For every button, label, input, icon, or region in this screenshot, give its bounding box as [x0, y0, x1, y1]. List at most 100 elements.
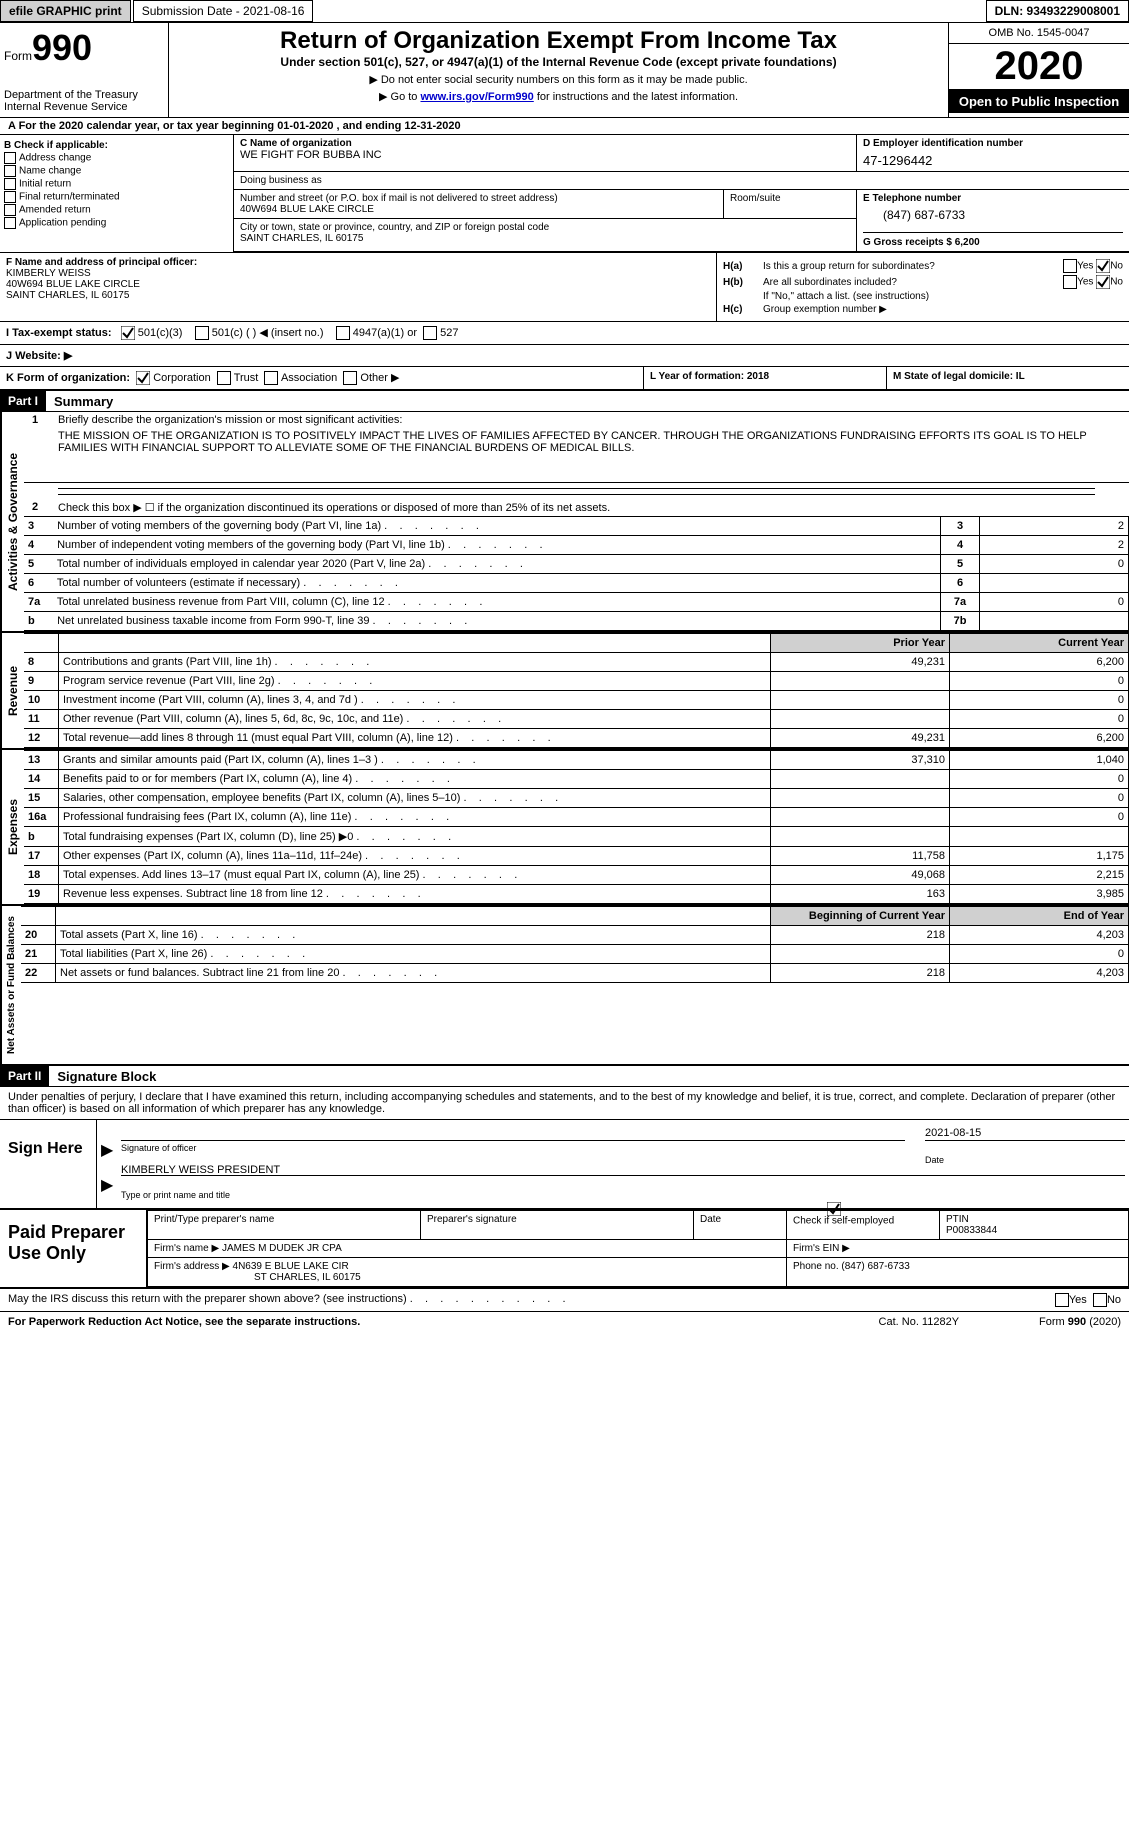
ha-yes[interactable] — [1063, 259, 1077, 273]
form-footer: Form 990 (2020) — [1039, 1316, 1121, 1328]
chk-4947[interactable] — [336, 326, 350, 340]
footer: For Paperwork Reduction Act Notice, see … — [0, 1312, 1129, 1332]
omb-number: OMB No. 1545-0047 — [949, 23, 1129, 44]
chk-self-employed-checked[interactable] — [827, 1202, 841, 1216]
ptin-cell: PTINP00833844 — [940, 1211, 1129, 1240]
chk-501c[interactable] — [195, 326, 209, 340]
room-suite: Room/suite — [724, 190, 856, 218]
prep-sig-cell: Preparer's signature — [421, 1211, 694, 1240]
efile-print-button[interactable]: efile GRAPHIC print — [0, 0, 131, 22]
form-title: Return of Organization Exempt From Incom… — [177, 27, 940, 55]
revenue-table: Prior YearCurrent Year 8Contributions an… — [24, 633, 1129, 748]
hb-yes[interactable] — [1063, 275, 1077, 289]
paid-preparer-label: Paid Preparer Use Only — [0, 1210, 147, 1287]
col-b-checkboxes: B Check if applicable: Address change Na… — [0, 135, 234, 252]
sign-here-label: Sign Here — [0, 1120, 97, 1208]
sig-date-field: 2021-08-15 Date — [925, 1140, 1125, 1165]
phone-gross-cell: E Telephone number (847) 687-6733 G Gros… — [857, 190, 1129, 251]
chk-other[interactable] — [343, 371, 357, 385]
officer-name: KIMBERLY WEISS — [6, 268, 710, 279]
firm-phone-cell: Phone no. (847) 687-6733 — [787, 1258, 1129, 1287]
table-row: 9Program service revenue (Part VIII, lin… — [24, 672, 1129, 691]
form-subtitle: Under section 501(c), 527, or 4947(a)(1)… — [177, 55, 940, 69]
chk-initial-return[interactable] — [4, 178, 16, 190]
preparer-block: Paid Preparer Use Only Print/Type prepar… — [0, 1210, 1129, 1289]
chk-address-change[interactable] — [4, 152, 16, 164]
part1-label: Part I — [0, 391, 46, 411]
form990-link[interactable]: www.irs.gov/Form990 — [420, 91, 533, 103]
org-name-cell: C Name of organization WE FIGHT FOR BUBB… — [234, 135, 857, 171]
chk-527[interactable] — [423, 326, 437, 340]
form-number: 990 — [32, 27, 92, 68]
chk-final-return[interactable] — [4, 191, 16, 203]
f-h-row: F Name and address of principal officer:… — [0, 253, 1129, 322]
table-row: 16aProfessional fundraising fees (Part I… — [24, 808, 1129, 827]
sign-here-block: Sign Here ▶ Signature of officer 2021-08… — [0, 1120, 1129, 1210]
declaration-text: Under penalties of perjury, I declare th… — [0, 1087, 1129, 1120]
tax-exempt-status: I Tax-exempt status: 501(c)(3) 501(c) ( … — [0, 322, 1129, 345]
dba-row: Doing business as — [234, 172, 1129, 190]
row-a-tax-year: A For the 2020 calendar year, or tax yea… — [0, 118, 1129, 135]
topbar: efile GRAPHIC print Submission Date - 20… — [0, 0, 1129, 23]
chk-trust[interactable] — [217, 371, 231, 385]
ha-no-checked[interactable] — [1096, 259, 1110, 273]
table-row: 12Total revenue—add lines 8 through 11 (… — [24, 729, 1129, 748]
table-row: 14Benefits paid to or for members (Part … — [24, 770, 1129, 789]
city-state-zip: SAINT CHARLES, IL 60175 — [240, 233, 850, 244]
part2-header-row: Part II Signature Block — [0, 1066, 1129, 1087]
telephone: (847) 687-6733 — [883, 208, 1123, 222]
side-activities: Activities & Governance — [0, 412, 24, 631]
header-center: Return of Organization Exempt From Incom… — [169, 23, 949, 117]
summary-line: 4 Number of independent voting members o… — [24, 536, 1129, 555]
h-cell: H(a) Is this a group return for subordin… — [717, 253, 1129, 321]
identification-block: B Check if applicable: Address change Na… — [0, 135, 1129, 253]
firm-addr-cell: Firm's address ▶ 4N639 E BLUE LAKE CIR S… — [148, 1258, 787, 1287]
street-address: 40W694 BLUE LAKE CIRCLE — [240, 204, 717, 215]
revenue-block: Revenue Prior YearCurrent Year 8Contribu… — [0, 633, 1129, 750]
discuss-no[interactable] — [1093, 1293, 1107, 1307]
header-left: Form990 Department of the Treasury Inter… — [0, 23, 169, 117]
pra-notice: For Paperwork Reduction Act Notice, see … — [8, 1316, 360, 1328]
chk-application-pending[interactable] — [4, 217, 16, 229]
discuss-yes[interactable] — [1055, 1293, 1069, 1307]
line2-text: Check this box ▶ ☐ if the organization d… — [58, 501, 1125, 514]
ein: 47-1296442 — [863, 153, 1123, 168]
discuss-row: May the IRS discuss this return with the… — [0, 1289, 1129, 1312]
chk-501c3-checked[interactable] — [121, 326, 135, 340]
form-of-org: K Form of organization: Corporation Trus… — [0, 367, 644, 389]
mission-text: THE MISSION OF THE ORGANIZATION IS TO PO… — [24, 428, 1129, 483]
hb-no-checked[interactable] — [1096, 275, 1110, 289]
ein-cell: D Employer identification number 47-1296… — [857, 135, 1129, 171]
submission-date: Submission Date - 2021-08-16 — [133, 0, 314, 22]
tax-year: 2020 — [949, 44, 1129, 90]
street-cell: Number and street (or P.O. box if mail i… — [234, 190, 724, 218]
k-l-m-row: K Form of organization: Corporation Trus… — [0, 367, 1129, 391]
table-row: 21Total liabilities (Part X, line 26)0 — [21, 945, 1129, 964]
chk-amended[interactable] — [4, 204, 16, 216]
side-expenses: Expenses — [0, 750, 24, 904]
officer-addr2: SAINT CHARLES, IL 60175 — [6, 290, 710, 301]
dln: DLN: 93493229008001 — [986, 0, 1129, 22]
table-row: 18Total expenses. Add lines 13–17 (must … — [24, 866, 1129, 885]
firm-ein-cell: Firm's EIN ▶ — [787, 1240, 1129, 1258]
state-domicile: M State of legal domicile: IL — [887, 367, 1129, 389]
goto-note: ▶ Go to www.irs.gov/Form990 for instruct… — [177, 90, 940, 103]
form-word: Form — [4, 49, 32, 63]
org-name: WE FIGHT FOR BUBBA INC — [240, 149, 850, 161]
arrow-icon: ▶ — [101, 1140, 121, 1165]
header-right: OMB No. 1545-0047 2020 Open to Public In… — [949, 23, 1129, 117]
table-row: 17Other expenses (Part IX, column (A), l… — [24, 847, 1129, 866]
if-no-text: If "No," attach a list. (see instruction… — [723, 291, 1123, 302]
chk-corp-checked[interactable] — [136, 371, 150, 385]
officer-sig-field[interactable]: Signature of officer — [121, 1140, 905, 1165]
firm-name-cell: Firm's name ▶ JAMES M DUDEK JR CPA — [148, 1240, 787, 1258]
chk-assoc[interactable] — [264, 371, 278, 385]
net-assets-block: Net Assets or Fund Balances Beginning of… — [0, 906, 1129, 1066]
summary-line: 3 Number of voting members of the govern… — [24, 517, 1129, 536]
table-row: 22Net assets or fund balances. Subtract … — [21, 964, 1129, 983]
form-header: Form990 Department of the Treasury Inter… — [0, 23, 1129, 118]
officer-cell: F Name and address of principal officer:… — [0, 253, 717, 321]
summary-line: 6 Total number of volunteers (estimate i… — [24, 574, 1129, 593]
side-net-assets: Net Assets or Fund Balances — [0, 906, 21, 1064]
chk-name-change[interactable] — [4, 165, 16, 177]
